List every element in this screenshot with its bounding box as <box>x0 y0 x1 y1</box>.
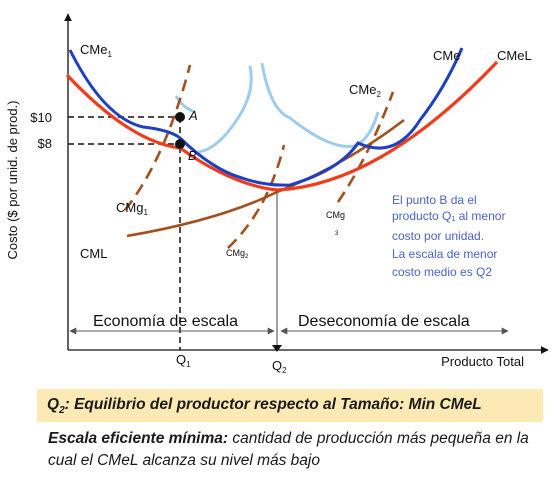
economy-label: Economía de escala <box>93 313 238 330</box>
q2-tick <box>272 345 282 352</box>
annotation-line: costo medio es Q2 <box>392 265 492 279</box>
point-a-label: A <box>188 108 198 123</box>
cmg1-curve <box>123 64 192 211</box>
q2-label: Q2 <box>272 358 287 375</box>
cme2-label: CMe2 <box>349 82 381 99</box>
cmg2-curve <box>227 144 286 249</box>
annotation: El punto B da el producto Q₁ al menor co… <box>392 193 505 279</box>
annotation-line: costo por unidad. <box>392 229 484 243</box>
x-axis-label: Producto Total <box>441 354 524 369</box>
cmg1-label: CMg1 <box>116 200 148 217</box>
banner-body: : Equilibrio del productor respecto al T… <box>64 396 482 413</box>
annotation-line: La escala de menor <box>392 247 497 261</box>
price-8-label: $8 <box>38 136 52 151</box>
equilibrium-banner: Q2: Equilibrio del productor respecto al… <box>37 389 543 422</box>
cme2-curve <box>174 62 380 154</box>
cmg3-sub-label: 3 <box>335 231 339 237</box>
annotation-line: El punto B da el <box>392 193 477 207</box>
cml-curve <box>126 118 405 238</box>
cme1-curve <box>68 47 464 187</box>
cmel-curve <box>65 60 499 192</box>
cmel-label: CMeL <box>497 48 532 63</box>
cme1-label: CMe1 <box>80 42 112 59</box>
price-10-label: $10 <box>30 110 52 125</box>
banner-q-sub: 2 <box>59 405 65 417</box>
point-b <box>175 139 185 149</box>
point-a <box>175 112 185 122</box>
efficient-scale-note: Escala eficiente mínima: cantidad de pro… <box>48 428 548 472</box>
point-b-label: B <box>188 148 197 163</box>
cmg3-label: CMg <box>326 210 345 220</box>
diseconomy-label: Deseconomía de escala <box>298 313 470 330</box>
cme-label: CMe <box>433 48 460 63</box>
cmg3-curve <box>336 91 395 203</box>
cmg2-label: CMg2 <box>226 248 249 260</box>
note-term: Escala eficiente mínima: <box>48 430 229 447</box>
y-axis-label: Costo ($ por unid. de prod.) <box>5 101 20 260</box>
q1-label: Q1 <box>176 352 191 369</box>
banner-q: Q <box>47 396 60 413</box>
equilibrium-text: Q2: Equilibrio del productor respecto al… <box>47 396 482 416</box>
note-definition: cantidad de producción más pequeña en la… <box>48 430 529 469</box>
cml-label: CML <box>80 246 107 261</box>
annotation-line: producto Q₁ al menor <box>392 209 505 223</box>
